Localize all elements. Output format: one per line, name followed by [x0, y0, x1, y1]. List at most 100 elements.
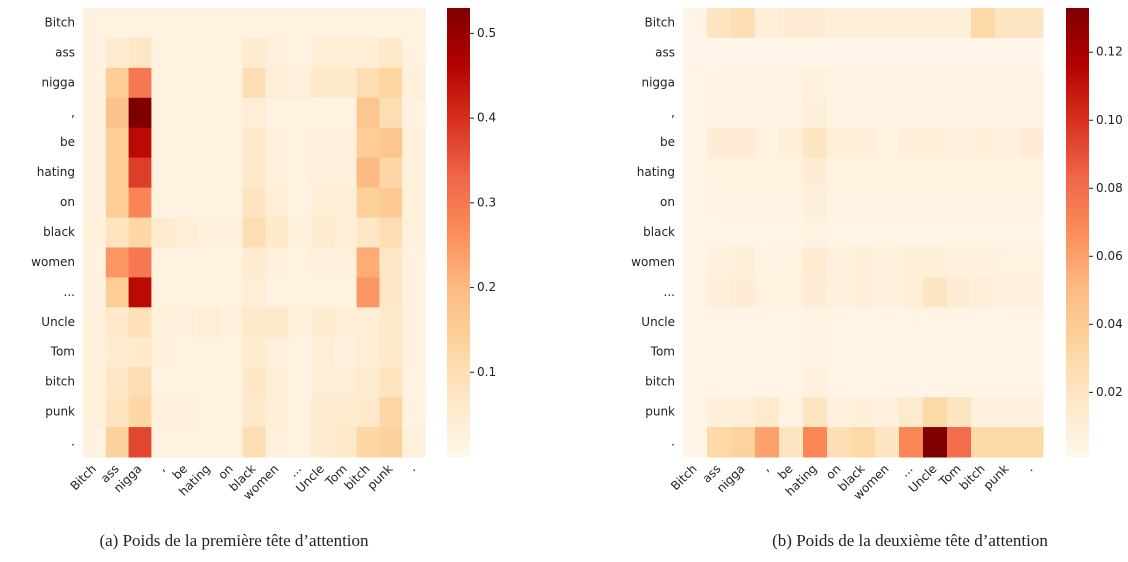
heatmap-cell	[311, 127, 335, 159]
heatmap-cell	[899, 337, 924, 368]
heatmap-cell	[311, 277, 335, 308]
heatmap-cell	[105, 247, 130, 278]
heatmap-cell	[923, 157, 948, 189]
heatmap-cell	[151, 217, 175, 248]
heatmap-cell	[971, 67, 996, 99]
heatmap-cell	[242, 127, 266, 159]
colorbar-tick-label: 0.02	[1096, 385, 1123, 399]
heatmap-cell	[402, 37, 426, 69]
y-tick-label: nigga	[641, 75, 675, 89]
heatmap-cell	[197, 217, 221, 248]
caption: (b) Poids de la deuxième tête d’attentio…	[772, 531, 1048, 550]
heatmap-cell	[731, 367, 756, 398]
heatmap-cell	[707, 277, 732, 308]
heatmap-cell	[947, 157, 972, 189]
heatmap-cell	[174, 367, 198, 398]
heatmap-cell	[755, 307, 780, 338]
heatmap-cell	[311, 217, 335, 248]
heatmap-cell	[379, 247, 403, 278]
heatmap-cell	[947, 37, 972, 69]
heatmap-cell	[899, 217, 924, 248]
heatmap-cell	[995, 337, 1020, 368]
heatmap-cell	[995, 187, 1020, 219]
x-tick-label: ,	[155, 462, 168, 475]
x-tick-label: bitch	[957, 462, 988, 493]
heatmap-cell	[779, 67, 804, 99]
heatmap-cell	[128, 67, 152, 99]
heatmap-cell	[379, 8, 403, 39]
y-tick-label: hating	[37, 165, 75, 179]
heatmap-cell	[683, 217, 708, 248]
heatmap-cell	[288, 217, 312, 248]
y-tick-label: Uncle	[41, 315, 75, 329]
heatmap-cell	[174, 217, 198, 248]
heatmap-cell	[242, 397, 266, 428]
heatmap-cell	[1019, 67, 1044, 99]
heatmap-cell	[402, 187, 426, 219]
y-tick-label: .	[671, 435, 675, 449]
heatmap-cell	[265, 37, 289, 69]
heatmap-cell	[219, 307, 244, 338]
heatmap-cell	[1019, 277, 1044, 308]
heatmap-cell	[971, 427, 996, 458]
heatmap-cell	[311, 397, 335, 428]
heatmap-cell	[242, 187, 266, 219]
heatmap-cell	[995, 97, 1020, 129]
heatmap-cell	[707, 217, 732, 248]
heatmap-cell	[731, 127, 756, 159]
heatmap-cell	[947, 367, 972, 398]
heatmap-cell	[83, 187, 107, 219]
heatmap-cell	[242, 337, 266, 368]
heatmap-cell	[803, 397, 828, 428]
heatmap-cell	[971, 367, 996, 398]
heatmap-cell	[683, 187, 708, 219]
heatmap-cell	[311, 337, 335, 368]
y-tick-label: be	[60, 135, 75, 149]
heatmap-cell	[755, 277, 780, 308]
heatmap-cell	[899, 307, 924, 338]
heatmap-cell	[288, 127, 312, 159]
heatmap-cell	[197, 157, 221, 189]
heatmap-cell	[947, 217, 972, 248]
heatmap-cell	[402, 97, 426, 129]
heatmap-cell	[379, 37, 403, 69]
heatmap-cell	[875, 8, 900, 39]
heatmap-cell	[174, 67, 198, 99]
colorbar-tick-label: 0.06	[1096, 249, 1123, 263]
heatmap-cell	[947, 127, 972, 159]
heatmap-cell	[311, 8, 335, 39]
colorbar	[447, 8, 470, 457]
heatmap-cell	[174, 337, 198, 368]
heatmap-cell	[971, 337, 996, 368]
heatmap-cell	[311, 37, 335, 69]
heatmap-cell	[197, 307, 221, 338]
heatmap-cell	[683, 8, 708, 39]
heatmap-cell	[803, 367, 828, 398]
heatmap-cell	[333, 397, 358, 428]
heatmap-cell	[379, 127, 403, 159]
heatmap-cell	[379, 187, 403, 219]
heatmap-cell	[995, 127, 1020, 159]
heatmap-cell	[803, 8, 828, 39]
heatmap-cell	[128, 217, 152, 248]
heatmap-cell	[779, 8, 804, 39]
y-tick-label: on	[60, 195, 75, 209]
heatmap-cell	[356, 157, 380, 189]
heatmap-cell	[151, 37, 175, 69]
heatmap-cell	[128, 187, 152, 219]
heatmap-cell	[105, 277, 130, 308]
heatmap-cell	[83, 397, 107, 428]
heatmap-cell	[779, 187, 804, 219]
colorbar-tick-label: 0.10	[1096, 113, 1123, 127]
heatmap-cell	[379, 427, 403, 458]
heatmap-cell	[779, 427, 804, 458]
heatmap-cell	[151, 427, 175, 458]
heatmap-cell	[1019, 337, 1044, 368]
heatmap-cell	[197, 277, 221, 308]
heatmap-cell	[1019, 427, 1044, 458]
heatmap-cell	[683, 397, 708, 428]
heatmap-cell	[356, 37, 380, 69]
heatmap-cell	[851, 37, 876, 69]
heatmap-cell	[242, 307, 266, 338]
